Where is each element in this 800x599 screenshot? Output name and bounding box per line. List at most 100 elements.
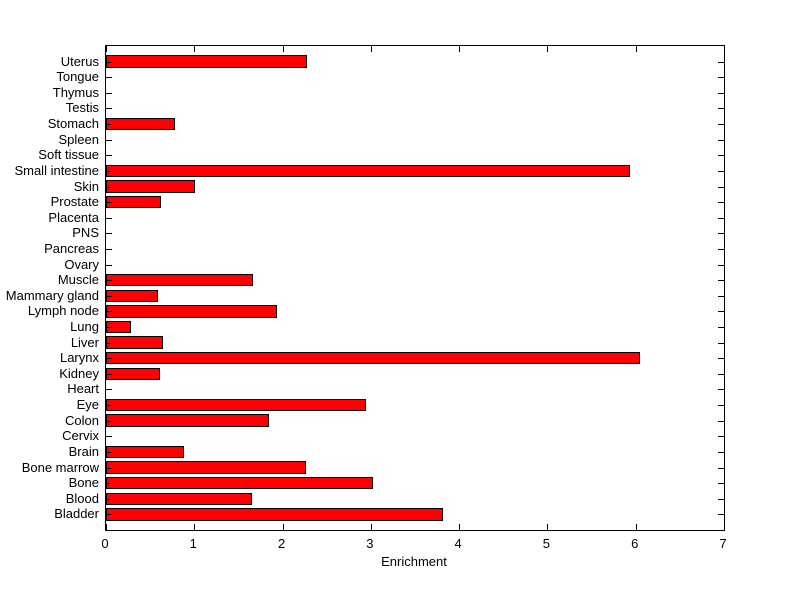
y-tick-right xyxy=(718,420,724,422)
bar-muscle xyxy=(106,273,253,287)
y-tick-label: Lung xyxy=(70,319,99,335)
y-tick-right xyxy=(718,170,724,172)
x-tick-top xyxy=(724,46,725,52)
y-tick-right xyxy=(718,155,724,157)
y-tick-left xyxy=(106,405,112,407)
y-tick-left xyxy=(106,264,112,266)
y-tick-right xyxy=(718,358,724,360)
y-tick-label: PNS xyxy=(72,225,99,241)
y-tick-left xyxy=(106,327,112,329)
bar-blood xyxy=(106,492,252,505)
y-tick-left xyxy=(106,186,112,188)
y-tick-right xyxy=(718,311,724,313)
bar-prostate xyxy=(106,195,161,209)
y-tick-label: Bone marrow xyxy=(21,459,99,475)
x-tick-label: 5 xyxy=(542,536,551,551)
x-tick-bottom xyxy=(724,524,725,530)
y-tick-label: Prostate xyxy=(50,194,99,210)
y-tick-label: Small intestine xyxy=(14,162,99,178)
x-tick-bottom xyxy=(194,524,196,530)
y-tick-left xyxy=(106,202,112,204)
y-tick-label: Mammary gland xyxy=(5,287,99,303)
y-tick-right xyxy=(718,467,724,469)
y-tick-right xyxy=(718,295,724,297)
y-tick-right xyxy=(718,124,724,126)
y-tick-label: Muscle xyxy=(57,272,99,288)
y-tick-right xyxy=(718,217,724,219)
bar-colon xyxy=(106,414,270,427)
bar-bone xyxy=(106,476,373,490)
y-tick-label: Eye xyxy=(76,397,99,413)
bar-lymph-node xyxy=(106,305,278,318)
y-tick-label: Brain xyxy=(68,443,99,459)
y-tick-label: Heart xyxy=(67,381,99,397)
y-tick-right xyxy=(718,327,724,329)
y-tick-label: Testis xyxy=(65,100,99,116)
y-tick-left xyxy=(106,139,112,141)
y-tick-left xyxy=(106,311,112,313)
y-tick-right xyxy=(718,483,724,485)
x-tick-bottom xyxy=(106,524,107,530)
y-tick-left xyxy=(106,92,112,94)
y-tick-right xyxy=(718,77,724,79)
y-tick-right xyxy=(718,280,724,282)
y-tick-left xyxy=(106,483,112,485)
x-tick-label: 6 xyxy=(631,536,639,551)
x-tick-label: 7 xyxy=(719,536,727,551)
y-tick-left xyxy=(106,155,112,157)
bar-lung xyxy=(106,320,131,334)
y-tick-left xyxy=(106,358,112,360)
y-tick-label: Larynx xyxy=(59,350,99,366)
y-tick-left xyxy=(106,108,112,110)
x-tick-label: 0 xyxy=(101,536,109,551)
y-tick-right xyxy=(718,498,724,500)
y-tick-right xyxy=(718,436,724,438)
y-tick-left xyxy=(106,124,112,126)
y-tick-left xyxy=(106,233,112,235)
y-tick-right xyxy=(718,248,724,250)
y-tick-left xyxy=(106,248,112,250)
x-tick-bottom xyxy=(635,524,637,530)
y-tick-left xyxy=(106,467,112,469)
x-tick-bottom xyxy=(459,524,461,530)
y-tick-label: Blood xyxy=(65,490,99,506)
bar-small-intestine xyxy=(106,164,630,178)
bar-bladder xyxy=(106,508,444,521)
y-tick-right xyxy=(718,405,724,407)
y-tick-right xyxy=(718,514,724,516)
y-tick-right xyxy=(718,61,724,63)
bar-bone-marrow xyxy=(106,461,307,474)
y-tick-left xyxy=(106,498,112,500)
y-tick-right xyxy=(718,342,724,344)
x-tick-top xyxy=(635,46,637,52)
y-tick-right xyxy=(718,389,724,391)
y-tick-left xyxy=(106,342,112,344)
x-tick-bottom xyxy=(282,524,284,530)
bar-kidney xyxy=(106,367,160,381)
y-tick-label: Soft tissue xyxy=(38,147,99,163)
bar-larynx xyxy=(106,352,641,365)
y-tick-right xyxy=(718,108,724,110)
x-tick-label: 1 xyxy=(189,536,197,551)
x-tick-top xyxy=(106,46,107,52)
y-tick-left xyxy=(106,217,112,219)
y-tick-left xyxy=(106,373,112,375)
y-tick-label: Placenta xyxy=(48,209,99,225)
x-axis-label: Enrichment xyxy=(381,554,447,569)
y-tick-right xyxy=(718,264,724,266)
y-tick-label: Skin xyxy=(73,178,99,194)
y-tick-left xyxy=(106,514,112,516)
y-tick-right xyxy=(718,451,724,453)
y-tick-right xyxy=(718,233,724,235)
y-tick-right xyxy=(718,92,724,94)
x-tick-top xyxy=(194,46,196,52)
y-tick-left xyxy=(106,280,112,282)
y-tick-right xyxy=(718,139,724,141)
y-tick-label: Stomach xyxy=(47,116,99,132)
y-tick-label: Kidney xyxy=(59,365,99,381)
y-tick-label: Bladder xyxy=(54,506,99,522)
bar-mammary-gland xyxy=(106,289,159,303)
x-tick-bottom xyxy=(547,524,549,530)
y-tick-label: Thymus xyxy=(52,84,99,100)
x-tick-bottom xyxy=(370,524,372,530)
